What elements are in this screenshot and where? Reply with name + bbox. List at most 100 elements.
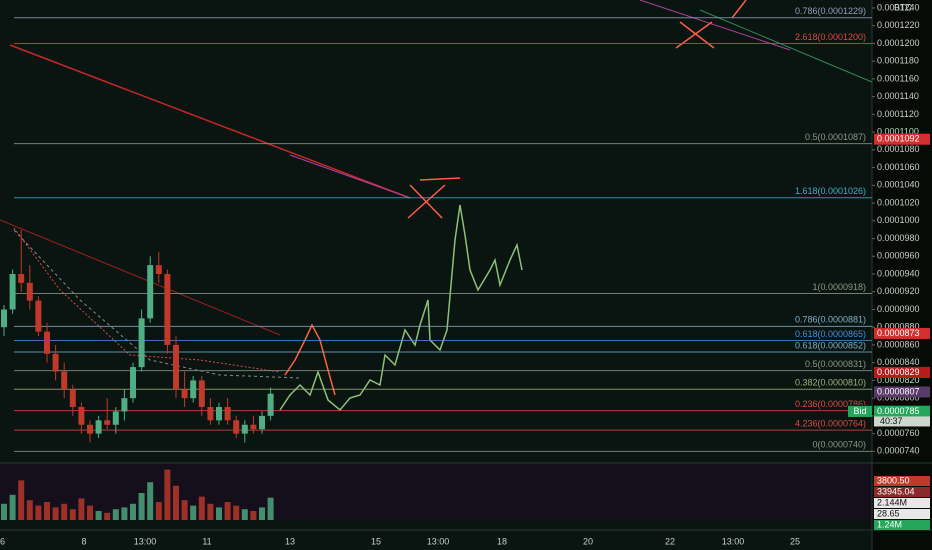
candle-body xyxy=(233,420,240,434)
volume-bar xyxy=(69,509,76,520)
y-tick-label: 0.0000820 xyxy=(877,375,920,385)
candle-body xyxy=(190,380,197,399)
candle-body xyxy=(250,424,257,430)
x-tick-label: 13 xyxy=(285,536,295,546)
volume-bar xyxy=(173,485,179,520)
volume-bar xyxy=(138,493,145,520)
volume-tag-label: 3800.50 xyxy=(877,475,910,485)
candle-body xyxy=(78,407,85,425)
volume-bar xyxy=(35,505,42,520)
x-tick-label: 18 xyxy=(497,536,507,546)
volume-tag-label: 28.65 xyxy=(877,508,900,518)
countdown: 40:37 xyxy=(880,416,903,426)
volume-bar xyxy=(87,505,93,520)
volume-bar xyxy=(216,507,222,520)
y-tick-label: 0.0001160 xyxy=(877,73,919,83)
y-tick-label: 0.0001180 xyxy=(877,56,919,66)
volume-pane xyxy=(0,464,872,520)
candle-body xyxy=(35,300,42,332)
fib-label: 0(0.0000740) xyxy=(812,440,866,450)
y-tick-label: 0.0000740 xyxy=(877,446,920,456)
moving-average xyxy=(0,219,281,336)
volume-bar xyxy=(259,507,265,520)
y-tick-label: 0.0001080 xyxy=(877,144,920,154)
countdown-bg xyxy=(874,416,930,427)
y-tick-label: 0.0001100 xyxy=(877,127,919,137)
volume-tag xyxy=(874,509,930,519)
candle-body xyxy=(198,380,205,408)
fib-label: 1.618(0.0001026) xyxy=(795,186,866,196)
y-tick-label: 0.0000800 xyxy=(877,393,920,403)
projection xyxy=(279,204,523,412)
y-tick-label: 0.0000880 xyxy=(877,322,920,332)
volume-bar xyxy=(147,482,154,520)
price-tag xyxy=(874,366,930,378)
x-tick-label: 6 xyxy=(0,536,5,546)
x-tick-label: 25 xyxy=(790,536,800,546)
volume-bar xyxy=(104,512,111,520)
fib-label: 4.236(0.0000764) xyxy=(795,418,866,428)
x-tick-label: 20 xyxy=(583,536,593,546)
volume-bar xyxy=(130,503,136,520)
x-tick-label: 22 xyxy=(665,536,675,546)
volume-tag-label: 2.144M xyxy=(877,497,907,507)
y-tick-label: 0.0000760 xyxy=(877,428,920,438)
candle-body xyxy=(181,389,188,399)
x-tick-label: 13:00 xyxy=(427,536,450,546)
fib-label: 0.5(0.0001087) xyxy=(805,132,866,142)
candle-body xyxy=(241,424,248,434)
price-tag xyxy=(874,405,930,417)
fib-label: 0.382(0.0000810) xyxy=(795,378,866,388)
price-tag xyxy=(874,386,930,398)
trend-line xyxy=(289,154,411,199)
moving-average xyxy=(13,229,301,379)
price-tag xyxy=(874,327,930,339)
y-tick-label: 0.0000860 xyxy=(877,339,920,349)
moving-average xyxy=(13,227,281,373)
volume-tag xyxy=(874,476,930,486)
price-tag-label: 0.0000873 xyxy=(877,328,920,338)
trend-line xyxy=(9,44,411,199)
volume-bar xyxy=(233,505,240,520)
fib-label: 0.618(0.0000865) xyxy=(795,329,866,339)
volume-bar xyxy=(207,503,214,520)
candle-body xyxy=(87,424,93,434)
x-tick-label: 11 xyxy=(202,536,211,546)
volume-bar xyxy=(95,511,102,520)
price-tag-label: 0.0000829 xyxy=(877,367,920,377)
y-tick-label: 0.0000980 xyxy=(877,233,920,243)
y-tick-label: 0.0001040 xyxy=(877,180,920,190)
volume-bar xyxy=(52,507,59,520)
volume-bar xyxy=(26,500,33,520)
volume-tag xyxy=(874,520,930,530)
volume-tag-label: 1.24M xyxy=(877,519,902,529)
cross-mark xyxy=(731,0,747,19)
price-axis-bg xyxy=(872,0,932,550)
currency-label: BTC xyxy=(894,2,913,12)
fib-label: 0.786(0.0001229) xyxy=(795,6,866,16)
volume-bar xyxy=(9,494,16,520)
volume-bar xyxy=(112,509,119,520)
cross-mark xyxy=(407,177,461,219)
candle-body xyxy=(104,420,111,425)
candle-body xyxy=(155,265,162,275)
volume-bar xyxy=(61,503,68,520)
x-tick-label: 13:00 xyxy=(134,536,157,546)
y-tick-label: 0.0000960 xyxy=(877,251,920,261)
volume-bar xyxy=(44,502,50,520)
candle-body xyxy=(130,367,136,399)
fib-label: 0.786(0.0000881) xyxy=(795,315,866,325)
volume-bar xyxy=(250,511,257,520)
volume-bar xyxy=(181,500,188,520)
candle-body xyxy=(224,407,231,421)
volume-tag xyxy=(874,487,930,497)
candle-body xyxy=(95,420,102,434)
trend-line xyxy=(699,9,873,83)
tag-prefix-bg xyxy=(848,405,872,417)
y-tick-label: 0.0000920 xyxy=(877,286,920,296)
candle-body xyxy=(61,371,68,390)
y-tick-label: 0.0001220 xyxy=(877,20,920,30)
y-tick-label: 0.0000940 xyxy=(877,268,920,278)
